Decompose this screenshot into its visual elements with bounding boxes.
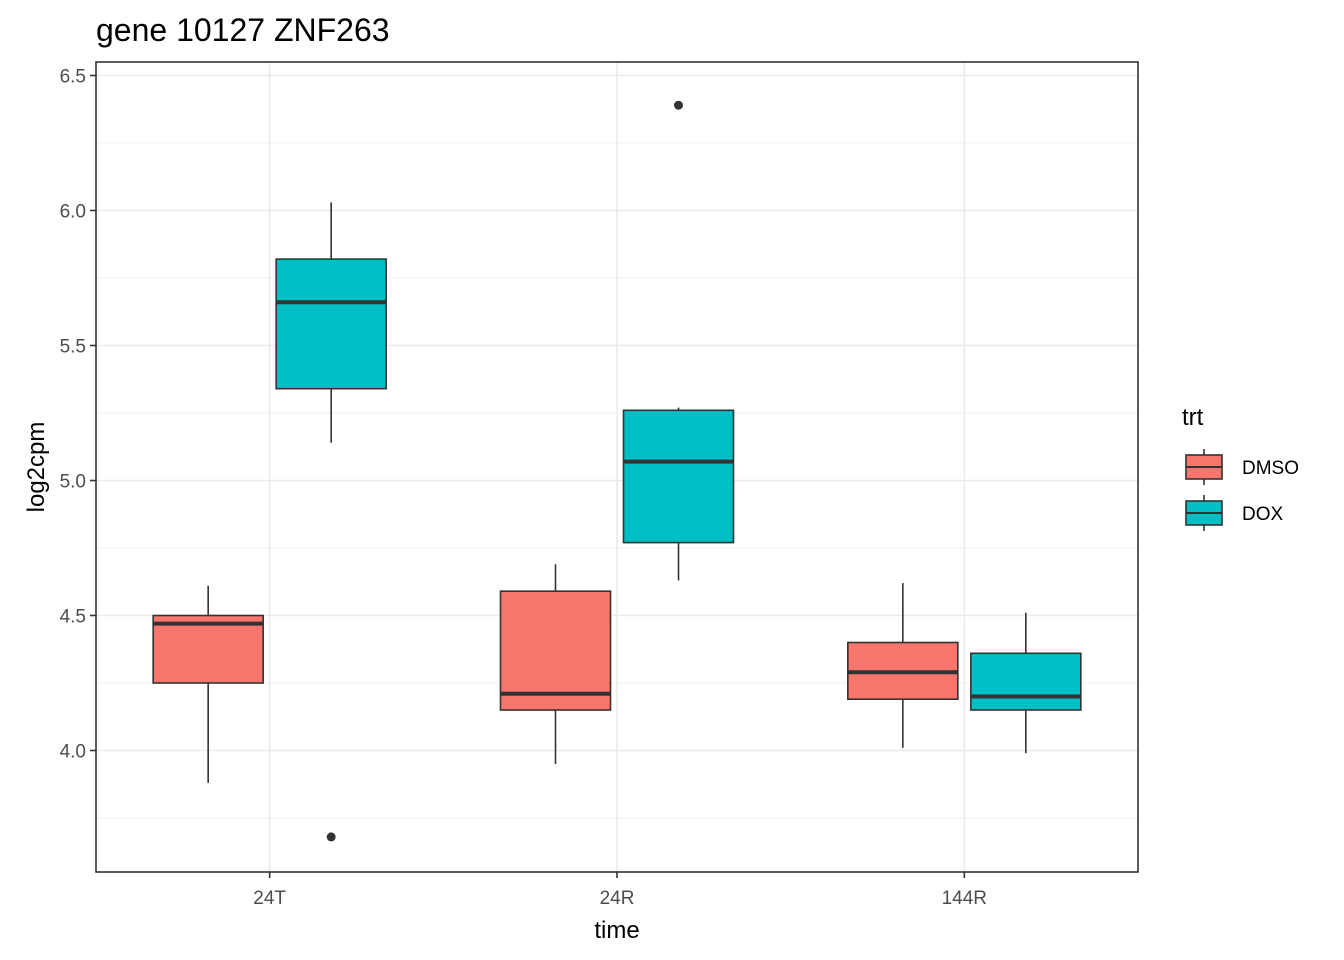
box-layer xyxy=(152,100,1082,842)
legend-label: DMSO xyxy=(1242,458,1299,479)
x-tick-label: 24T xyxy=(253,888,286,909)
x-tick-label: 24R xyxy=(600,888,635,909)
box-iqr xyxy=(152,614,264,684)
legend-label: DOX xyxy=(1242,504,1284,525)
x-axis-title: time xyxy=(594,917,639,944)
legend-title: trt xyxy=(1182,404,1204,431)
box-iqr xyxy=(970,652,1082,711)
axes: 4.0 4.5 5.0 5.5 6.0 6.5 24T 24R 144R xyxy=(60,67,987,910)
y-tick-label: 4.5 xyxy=(60,607,86,628)
y-tick-label: 5.0 xyxy=(60,472,86,493)
box-dox-24t xyxy=(275,202,387,842)
box-iqr xyxy=(499,590,612,711)
y-tick-label: 4.0 xyxy=(60,742,86,763)
outlier-point xyxy=(326,832,336,842)
y-tick-label: 6.0 xyxy=(60,202,86,223)
box-dmso-144r xyxy=(847,583,959,748)
grid-lines xyxy=(96,62,1138,872)
y-tick-label: 5.5 xyxy=(60,337,86,358)
legend-item-dox: DOX xyxy=(1185,495,1284,531)
box-iqr xyxy=(622,409,735,544)
y-axis-title: log2cpm xyxy=(23,422,50,513)
box-dox-24r xyxy=(622,100,735,581)
box-dmso-24r xyxy=(499,564,612,764)
chart-title: gene 10127 ZNF263 xyxy=(96,12,390,48)
box-dmso-24t xyxy=(152,585,264,783)
y-tick-label: 6.5 xyxy=(60,67,86,88)
outlier-point xyxy=(674,100,683,110)
x-tick-label: 144R xyxy=(942,888,987,909)
box-iqr xyxy=(275,258,387,390)
legend: trt DMSO DOX xyxy=(1182,404,1299,531)
box-dox-144r xyxy=(970,612,1082,754)
legend-item-dmso: DMSO xyxy=(1185,449,1299,485)
